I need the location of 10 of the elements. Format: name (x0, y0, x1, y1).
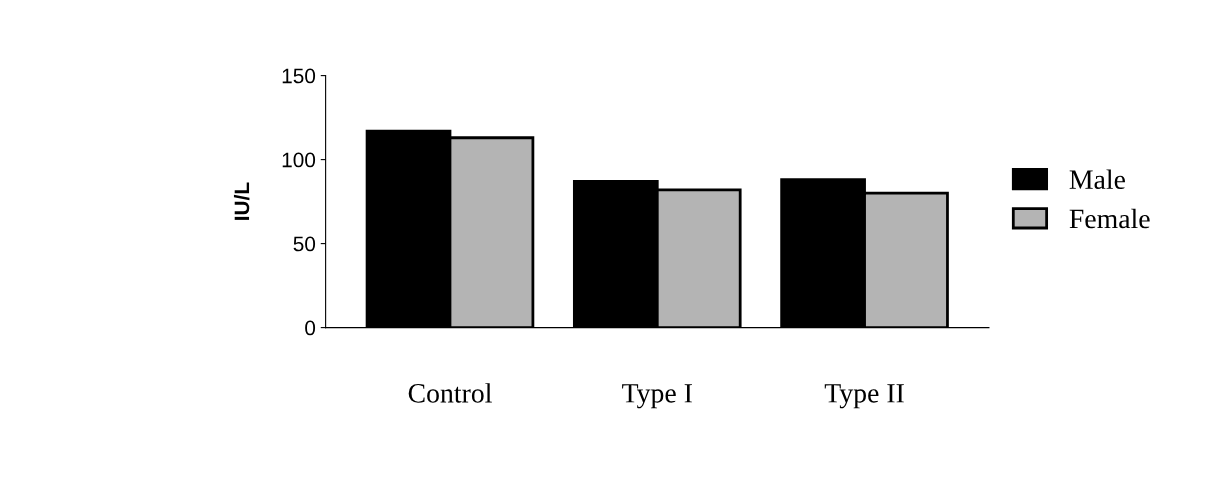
y-tick-label: 150 (282, 68, 316, 84)
y-tick-label: 100 (282, 152, 316, 168)
y-axis-title: IU/L (233, 182, 250, 220)
y-tick-label: 50 (293, 236, 316, 252)
y-tick-label: 0 (305, 320, 316, 336)
x-tick-label: Type I (622, 384, 692, 409)
x-tick-label: Control (408, 383, 492, 403)
legend-label: Male (1069, 169, 1125, 190)
x-tick-label: Type II (824, 384, 904, 409)
legend-label: Female (1069, 208, 1150, 229)
